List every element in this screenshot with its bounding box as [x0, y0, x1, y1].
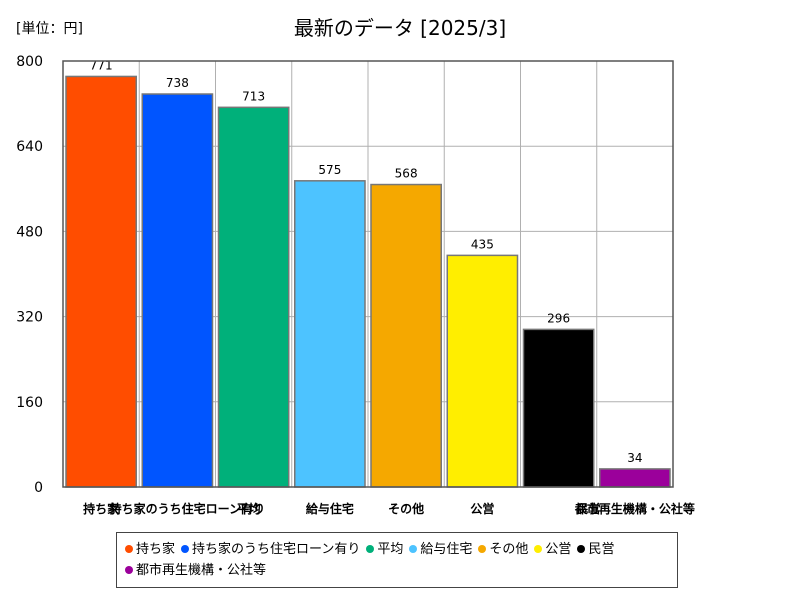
- data-label: 713: [242, 89, 265, 103]
- legend-swatch: [478, 544, 487, 553]
- legend-label: 給与住宅: [420, 542, 473, 557]
- chart-legend: 持ち家 持ち家のうち住宅ローン有り 平均 給与住宅 その他 公営 民営都市再生機構・公社等: [116, 532, 678, 588]
- x-tick-label: 持ち家のうち住宅ローン有り: [110, 501, 265, 516]
- x-tick-label: 都市再生機構・公社等: [574, 501, 695, 516]
- legend-item: 民営: [577, 539, 614, 560]
- plot-frame: [62, 60, 674, 488]
- bar-7: [522, 328, 595, 488]
- bar-3: [217, 106, 290, 488]
- legend-swatch: [181, 544, 190, 553]
- legend-label: 持ち家のうち住宅ローン有り: [192, 542, 361, 557]
- legend-item: 持ち家のうち住宅ローン有り: [181, 539, 360, 560]
- x-tick-label: 民営: [577, 501, 601, 516]
- legend-item: 都市再生機構・公社等: [125, 560, 266, 581]
- legend-label: 民営: [588, 542, 615, 557]
- data-label: 575: [318, 163, 341, 177]
- x-tick-label: 平均: [237, 501, 261, 516]
- y-tick-label: 640: [16, 139, 43, 155]
- y-tick-label: 480: [16, 224, 43, 240]
- bar-chart: 0 160 320 480 640 800 771 738 713 575 568 435 296 34 持…: [16, 54, 695, 516]
- legend-swatch: [125, 544, 133, 553]
- legend-swatch: [409, 544, 418, 553]
- data-label: 296: [547, 311, 570, 325]
- legend-item: その他: [478, 539, 528, 560]
- data-label: 568: [395, 167, 418, 181]
- chart-title: 最新のデータ [2025/3]: [293, 16, 507, 40]
- legend-label: 公営: [545, 542, 572, 557]
- bar-2: [141, 93, 214, 488]
- bar-6: [446, 254, 519, 488]
- legend-item: 公営: [534, 539, 571, 560]
- legend-label: その他: [489, 542, 529, 557]
- bar-4: [294, 180, 366, 488]
- y-tick-label: 160: [16, 395, 43, 411]
- legend-item: 平均: [366, 539, 403, 560]
- x-tick-label: 公営: [470, 501, 494, 516]
- data-label: 435: [471, 237, 494, 251]
- legend-label: 都市再生機構・公社等: [136, 563, 267, 578]
- data-label: 771: [90, 58, 113, 72]
- legend-label: 平均: [377, 542, 404, 557]
- legend-swatch: [366, 544, 375, 553]
- legend-item: 持ち家: [125, 539, 175, 560]
- legend-item: 給与住宅: [409, 539, 472, 560]
- bar-5: [370, 183, 442, 488]
- x-tick-label: その他: [388, 501, 424, 516]
- y-tick-label: 800: [16, 54, 43, 70]
- bar-1: [65, 75, 137, 488]
- data-label: 34: [627, 451, 642, 465]
- data-label: 738: [166, 76, 189, 90]
- legend-label: 持ち家: [136, 542, 176, 557]
- y-tick-label: 320: [16, 310, 43, 326]
- legend-swatch: [534, 544, 543, 553]
- bar-8: [599, 468, 671, 488]
- x-tick-label: 給与住宅: [306, 501, 354, 516]
- x-tick-label: 持ち家: [83, 501, 120, 516]
- legend-swatch: [125, 565, 133, 574]
- unit-label: [単位：円]: [16, 21, 83, 37]
- y-tick-label: 0: [34, 480, 43, 496]
- legend-swatch: [577, 544, 586, 553]
